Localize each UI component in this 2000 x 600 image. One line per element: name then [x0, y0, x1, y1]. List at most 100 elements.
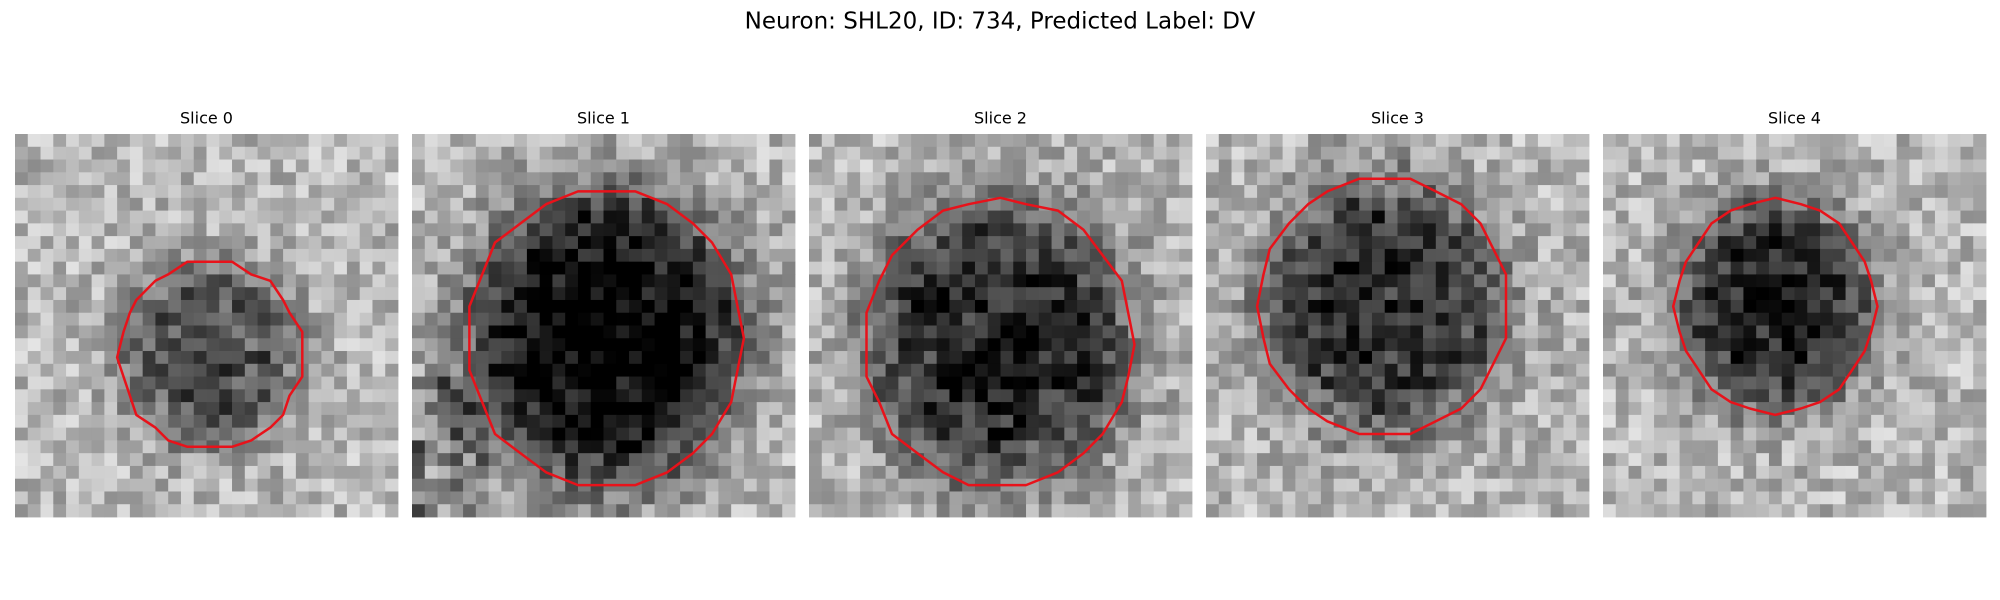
pixel: [27, 197, 41, 211]
pixel: [270, 427, 284, 441]
pixel: [1153, 223, 1167, 237]
pixel: [346, 402, 361, 416]
pixel: [78, 134, 92, 148]
pixel: [949, 261, 963, 275]
pixel: [1435, 338, 1449, 352]
pixel: [1282, 299, 1296, 314]
pixel: [782, 287, 796, 301]
pixel: [488, 389, 502, 403]
pixel: [667, 376, 681, 390]
pixel: [91, 427, 105, 441]
pixel: [180, 504, 195, 518]
pixel: [949, 236, 963, 250]
pixel: [1320, 312, 1335, 326]
pixel: [590, 223, 604, 237]
pixel: [782, 312, 796, 326]
pixel: [1934, 414, 1949, 429]
pixel: [1615, 248, 1629, 263]
pixel: [424, 274, 438, 288]
pixel: [450, 134, 464, 148]
pixel: [1000, 402, 1014, 416]
pixel: [847, 338, 861, 352]
pixel: [1550, 223, 1564, 237]
pixel: [590, 197, 604, 211]
pixel: [1525, 134, 1539, 148]
pixel: [872, 134, 886, 148]
pixel: [1218, 478, 1232, 492]
pixel: [1576, 299, 1590, 314]
pixel: [1359, 185, 1373, 199]
pixel: [1269, 491, 1283, 505]
pixel: [1794, 236, 1808, 250]
pixel: [15, 134, 29, 148]
pixel: [1359, 478, 1373, 492]
pixel: [731, 402, 745, 416]
pixel: [1371, 504, 1386, 518]
pixel: [1013, 389, 1027, 403]
pixel: [1320, 248, 1335, 263]
pixel: [1615, 504, 1629, 518]
pixel: [1231, 376, 1245, 390]
pixel: [1064, 312, 1078, 326]
pixel: [385, 504, 399, 518]
pixel: [987, 299, 1001, 314]
pixel: [1486, 210, 1501, 224]
pixel: [1269, 453, 1283, 467]
pixel: [949, 299, 963, 314]
pixel: [91, 312, 105, 326]
pixel: [1641, 134, 1655, 148]
pixel: [1486, 338, 1501, 352]
pixel: [911, 210, 925, 224]
pixel: [539, 478, 553, 492]
pixel: [1359, 504, 1373, 518]
pixel: [1807, 146, 1821, 160]
pixel: [424, 261, 438, 275]
pixel: [1947, 414, 1961, 429]
pixel: [27, 338, 41, 352]
pixel: [949, 159, 963, 173]
pixel: [1499, 134, 1513, 148]
pixel: [1089, 504, 1104, 518]
pixel: [1102, 478, 1116, 492]
pixel: [1666, 236, 1680, 250]
pixel: [1794, 185, 1808, 199]
pixel: [1231, 223, 1245, 237]
pixel: [1832, 274, 1846, 288]
pixel: [488, 402, 502, 416]
pixel: [1435, 363, 1449, 377]
pixel: [1448, 453, 1462, 467]
pixel: [488, 159, 502, 173]
pixel: [53, 312, 67, 326]
pixel: [40, 427, 54, 441]
pixel: [1807, 453, 1821, 467]
pixel: [1153, 351, 1167, 365]
pixel: [1089, 491, 1104, 505]
pixel: [1320, 427, 1335, 441]
pixel: [1153, 210, 1167, 224]
pixel: [1102, 325, 1116, 339]
pixel: [346, 453, 361, 467]
pixel: [1410, 197, 1424, 211]
pixel: [1448, 325, 1462, 339]
pixel: [412, 210, 426, 224]
pixel: [1781, 236, 1795, 250]
pixel: [1537, 414, 1552, 429]
pixel: [923, 338, 938, 352]
pixel: [1679, 427, 1693, 441]
pixel: [680, 478, 694, 492]
pixel: [526, 402, 541, 416]
pixel: [1512, 134, 1526, 148]
pixel: [590, 325, 604, 339]
pixel: [654, 351, 668, 365]
pixel: [1218, 299, 1232, 314]
pixel: [949, 389, 963, 403]
pixel: [1397, 134, 1411, 148]
pixel: [283, 299, 297, 314]
pixel: [385, 261, 399, 275]
pixel: [1026, 172, 1040, 186]
pixel: [1077, 210, 1091, 224]
pixel: [1423, 491, 1437, 505]
pixel: [1960, 453, 1974, 467]
pixel: [359, 299, 373, 314]
pixel: [1102, 389, 1116, 403]
